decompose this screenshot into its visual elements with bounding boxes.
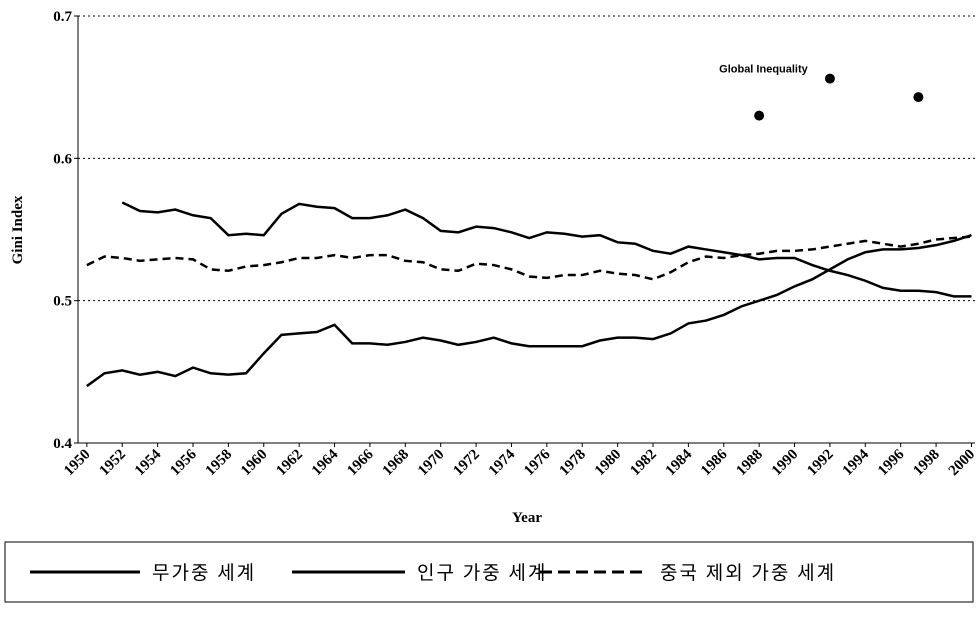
x-tick-label: 1964 <box>309 446 342 479</box>
annotation: Global Inequality <box>719 64 809 76</box>
legend-box <box>4 541 974 603</box>
x-tick-label: 1952 <box>97 447 130 480</box>
x-tick-label: 1962 <box>273 447 306 480</box>
y-tick-label: 0.7 <box>53 9 72 25</box>
x-axis-title: Year <box>512 510 542 526</box>
x-tick-label: 1966 <box>344 446 377 479</box>
legend-label: 중국 제외 가중 세계 <box>660 562 836 584</box>
x-tick-label: 1996 <box>875 446 908 479</box>
point <box>754 110 765 121</box>
point <box>913 92 924 103</box>
x-tick-label: 1984 <box>663 446 696 479</box>
series-line <box>86 234 972 388</box>
x-tick-label: 1978 <box>557 447 590 480</box>
point <box>824 73 835 84</box>
x-tick-label: 1968 <box>380 447 413 480</box>
y-axis-title: Gini Index <box>10 195 26 264</box>
x-tick-label: 1974 <box>486 446 519 479</box>
legend-label: 인구 가중 세계 <box>417 562 547 584</box>
series-line <box>121 201 972 298</box>
legend-label: 무가중 세계 <box>152 562 256 584</box>
x-tick-label: 2000 <box>946 447 979 480</box>
x-tick-label: 1982 <box>627 447 660 480</box>
x-tick-label: 1988 <box>733 447 766 480</box>
x-tick-label: 1986 <box>698 446 731 479</box>
x-tick-label: 1998 <box>910 447 943 480</box>
x-tick-label: 1970 <box>415 447 448 480</box>
x-tick-label: 1960 <box>238 447 271 480</box>
x-tick-label: 1958 <box>203 447 236 480</box>
y-tick-label: 0.6 <box>53 151 72 167</box>
x-tick-label: 1976 <box>521 446 554 479</box>
x-tick-label: 1992 <box>804 447 837 480</box>
x-tick-label: 1954 <box>132 446 165 479</box>
series-line <box>86 235 972 281</box>
x-tick-label: 1956 <box>167 446 200 479</box>
x-tick-label: 1980 <box>592 447 625 480</box>
x-tick-label: 1990 <box>769 447 802 480</box>
x-tick-label: 1972 <box>450 447 483 480</box>
y-tick-label: 0.4 <box>53 436 72 452</box>
x-tick-label: 1994 <box>840 446 873 479</box>
y-tick-label: 0.5 <box>53 294 72 310</box>
